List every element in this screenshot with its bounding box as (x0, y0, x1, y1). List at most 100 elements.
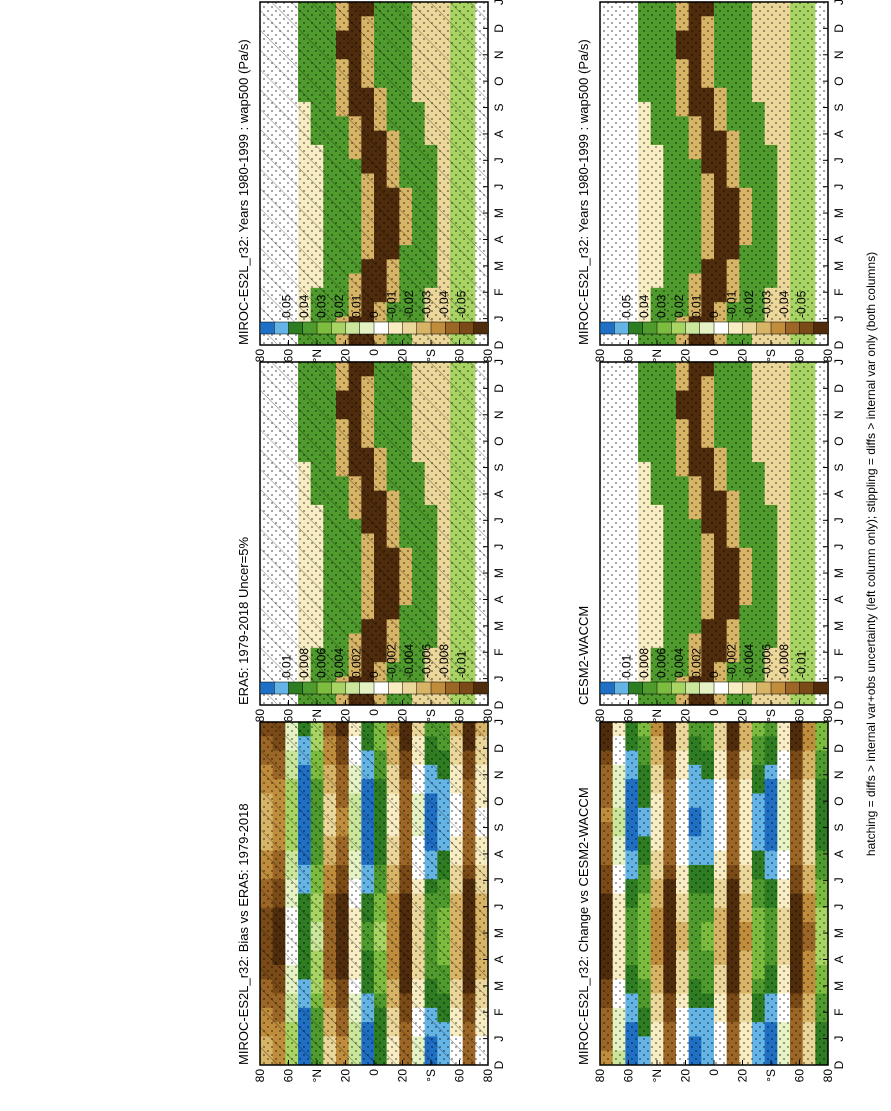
colorbar-label: 0.03 (314, 294, 328, 318)
x-tick-label: J (832, 877, 846, 883)
panel-4-stippling (600, 362, 828, 705)
colorbar-swatch (813, 681, 829, 695)
x-tick-label: J (832, 676, 846, 682)
colorbar-label: -0.002 (725, 644, 739, 678)
x-tick-label: F (492, 1009, 506, 1016)
y-tick-label: 20 (396, 349, 410, 363)
y-tick-label: °S (764, 349, 778, 362)
x-tick-label: S (492, 464, 506, 472)
colorbar-label: 0.02 (332, 294, 346, 318)
x-tick-label: O (492, 76, 506, 85)
colorbar-label: 0.05 (279, 294, 293, 318)
colorbar-label: 0 (707, 671, 721, 678)
y-tick-label: 20 (736, 709, 750, 723)
colorbar-swatch (685, 681, 701, 695)
x-tick-label: J (832, 544, 846, 550)
x-tick-label: D (492, 700, 506, 709)
x-tick-label: D (832, 744, 846, 753)
x-tick-label: J (492, 184, 506, 190)
y-tick-label: 60 (282, 349, 296, 363)
colorbar-label: 0.04 (297, 294, 311, 318)
x-tick-label: J (492, 1036, 506, 1042)
x-tick-label: A (492, 490, 506, 498)
x-tick-label: J (832, 1036, 846, 1042)
x-tick-label: J (832, 517, 846, 523)
y-tick-label: 0 (707, 709, 721, 716)
y-tick-label: °S (424, 709, 438, 722)
x-tick-label: S (832, 464, 846, 472)
panel-2-title: MIROC-ES2L_r32: Years 1980-1999 : wap500… (576, 39, 591, 345)
x-tick-label: A (492, 235, 506, 243)
colorbar-label: -0.02 (402, 290, 416, 318)
colorbar-swatch (316, 321, 332, 335)
colorbar-swatch (430, 321, 446, 335)
figure-footnote: hatching = diffs > internal var+obs unce… (864, 251, 878, 857)
colorbar-swatch (628, 681, 644, 695)
x-tick-label: M (492, 621, 506, 631)
colorbar-swatch (302, 681, 318, 695)
colorbar-swatch (770, 681, 786, 695)
y-tick-label: 20 (679, 1069, 693, 1083)
panel-1-title: MIROC-ES2L_r32: Years 1980-1999 : wap500… (236, 39, 251, 345)
x-tick-label: M (832, 568, 846, 578)
colorbar-label: -0.008 (437, 644, 451, 678)
y-tick-label: 20 (396, 709, 410, 723)
colorbar-swatch (813, 321, 829, 335)
colorbar-swatch (402, 321, 418, 335)
colorbar-label: 0.02 (672, 294, 686, 318)
x-tick-label: J (492, 544, 506, 550)
colorbar-swatch (785, 681, 801, 695)
y-tick-label: 60 (793, 349, 807, 363)
x-tick-label: J (492, 904, 506, 910)
panel-4-title: CESM2-WACCM (576, 606, 591, 705)
y-tick-label: 60 (622, 709, 636, 723)
colorbar-swatch (728, 321, 744, 335)
colorbar-label: -0.002 (385, 644, 399, 678)
y-tick-label: 0 (367, 1069, 381, 1076)
y-tick-label: 80 (253, 709, 267, 723)
x-tick-label: D (492, 340, 506, 349)
y-tick-label: 80 (481, 1069, 495, 1083)
x-tick-label: M (492, 981, 506, 991)
panel-5: MIROC-ES2L_r32: Bias vs ERA5: 1979-2018 D… (236, 644, 506, 1083)
panel-6-title: MIROC-ES2L_r32: Change vs CESM2-WACCM (576, 787, 591, 1065)
x-tick-label: A (492, 850, 506, 858)
colorbar-label: 0 (707, 311, 721, 318)
colorbar-swatch (373, 321, 389, 335)
panel-5-title: MIROC-ES2L_r32: Bias vs ERA5: 1979-2018 (236, 803, 251, 1065)
x-tick-label: A (492, 955, 506, 963)
panel-1-hatching (260, 2, 488, 345)
colorbar-swatch (599, 321, 615, 335)
x-tick-label: S (832, 104, 846, 112)
colorbar-swatch (430, 681, 446, 695)
y-tick-label: 80 (481, 349, 495, 363)
colorbar-swatch (359, 321, 375, 335)
colorbar-label: 0.01 (279, 654, 293, 678)
x-tick-label: O (492, 796, 506, 805)
y-tick-label: 80 (593, 709, 607, 723)
colorbar-label: -0.01 (795, 650, 809, 678)
x-tick-label: A (832, 955, 846, 963)
y-tick-label: 80 (821, 709, 835, 723)
y-tick-label: °S (764, 709, 778, 722)
colorbar-swatch (259, 681, 275, 695)
x-tick-label: N (492, 50, 506, 59)
colorbar-swatch (642, 681, 658, 695)
x-tick-label: F (832, 289, 846, 296)
y-tick-label: 80 (481, 709, 495, 723)
colorbar-swatch (388, 681, 404, 695)
y-tick-label: 60 (793, 709, 807, 723)
y-tick-label: 80 (593, 1069, 607, 1083)
x-tick-label: J (492, 359, 506, 365)
colorbar-label: -0.01 (455, 650, 469, 678)
panel-2-stippling (600, 2, 828, 345)
panel-3-title: ERA5: 1979-2018 Uncer=5% (236, 537, 251, 705)
colorbar-label: 0.004 (332, 648, 346, 678)
y-tick-label: 0 (707, 1069, 721, 1076)
x-tick-label: J (492, 719, 506, 725)
colorbar-swatch (614, 321, 630, 335)
y-tick-label: °N (310, 709, 324, 722)
x-tick-label: J (832, 359, 846, 365)
panel-2: MIROC-ES2L_r32: Years 1980-1999 : wap500… (576, 0, 846, 362)
